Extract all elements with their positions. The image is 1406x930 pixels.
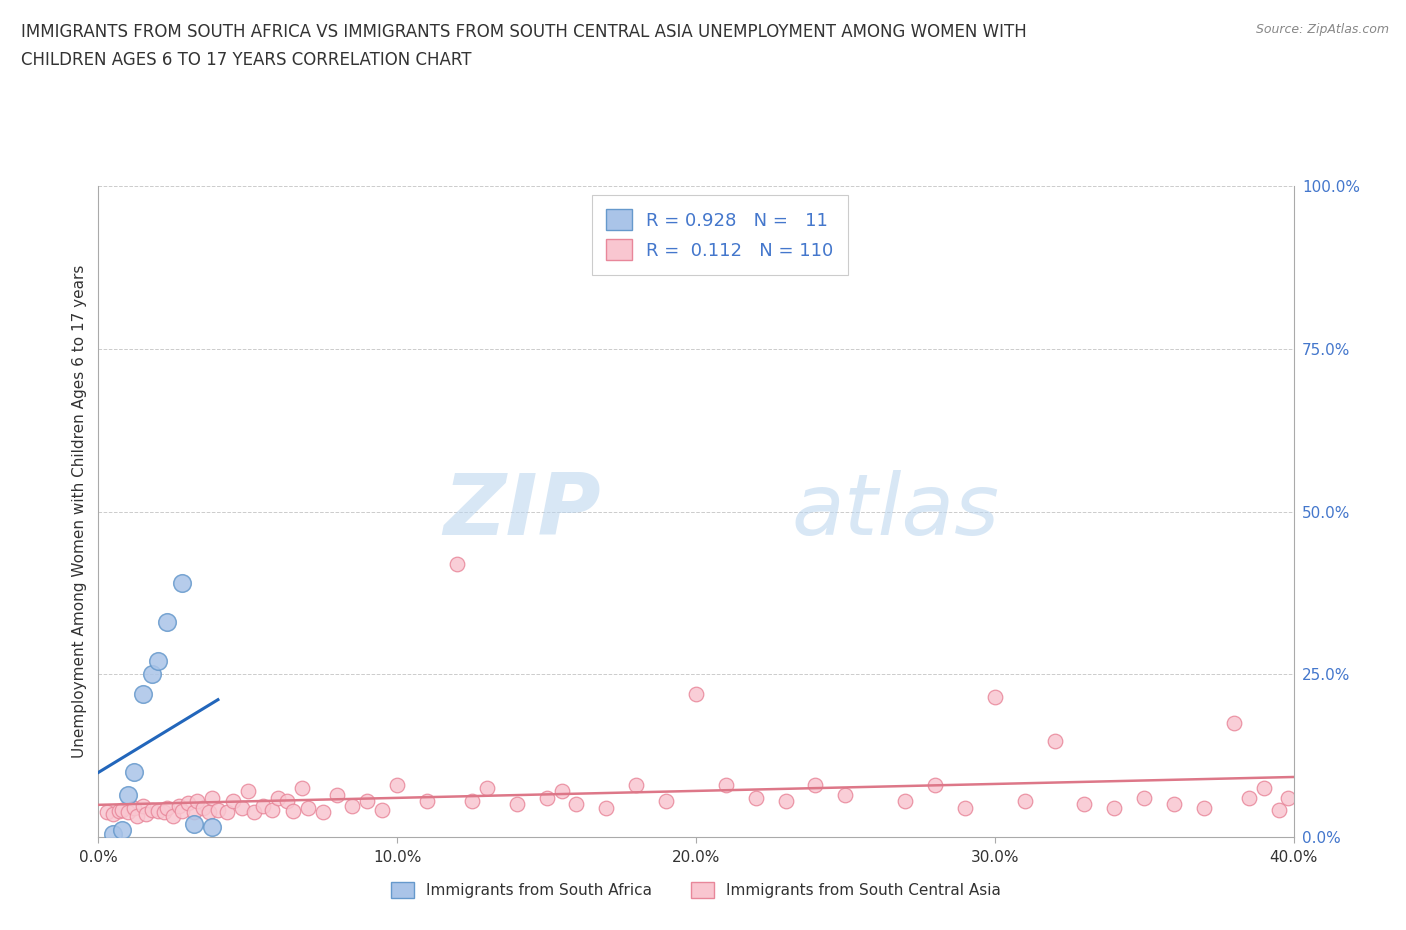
Point bbox=[714, 777, 737, 792]
Point bbox=[108, 804, 131, 818]
Point bbox=[281, 804, 304, 818]
Point bbox=[117, 787, 139, 802]
Point bbox=[141, 667, 163, 682]
Point bbox=[103, 807, 125, 822]
Point bbox=[153, 804, 176, 819]
Point bbox=[267, 790, 290, 805]
Point bbox=[215, 804, 238, 819]
Point bbox=[1043, 733, 1066, 748]
Point bbox=[1223, 716, 1246, 731]
Point bbox=[1073, 797, 1095, 812]
Point bbox=[1014, 794, 1036, 809]
Legend: Immigrants from South Africa, Immigrants from South Central Asia: Immigrants from South Africa, Immigrants… bbox=[385, 876, 1007, 904]
Point bbox=[385, 777, 409, 792]
Point bbox=[111, 803, 134, 817]
Point bbox=[156, 615, 179, 630]
Point bbox=[96, 804, 118, 819]
Point bbox=[252, 798, 274, 813]
Point bbox=[1237, 790, 1260, 805]
Point bbox=[1133, 790, 1156, 805]
Point bbox=[177, 796, 200, 811]
Point bbox=[1277, 790, 1299, 805]
Point bbox=[222, 794, 245, 809]
Point bbox=[626, 777, 648, 792]
Point bbox=[148, 804, 170, 818]
Point bbox=[461, 794, 484, 809]
Point bbox=[111, 823, 134, 838]
Point bbox=[475, 781, 498, 796]
Y-axis label: Unemployment Among Women with Children Ages 6 to 17 years: Unemployment Among Women with Children A… bbox=[72, 265, 87, 758]
Point bbox=[565, 797, 588, 812]
Point bbox=[167, 798, 190, 813]
Text: CHILDREN AGES 6 TO 17 YEARS CORRELATION CHART: CHILDREN AGES 6 TO 17 YEARS CORRELATION … bbox=[21, 51, 471, 69]
Point bbox=[371, 803, 394, 817]
Point bbox=[1104, 800, 1126, 815]
Point bbox=[1163, 797, 1185, 812]
Point bbox=[506, 797, 529, 812]
Point bbox=[207, 803, 229, 817]
Point bbox=[132, 686, 155, 701]
Point bbox=[141, 803, 163, 817]
Point bbox=[260, 803, 283, 817]
Point bbox=[984, 690, 1007, 705]
Point bbox=[924, 777, 946, 792]
Point bbox=[186, 794, 208, 809]
Point bbox=[311, 804, 333, 819]
Point bbox=[550, 784, 572, 799]
Point bbox=[446, 556, 468, 571]
Point bbox=[198, 804, 221, 819]
Text: atlas: atlas bbox=[792, 470, 1000, 553]
Point bbox=[183, 804, 205, 819]
Point bbox=[953, 800, 976, 815]
Point bbox=[103, 827, 125, 842]
Point bbox=[297, 800, 319, 815]
Point bbox=[745, 790, 768, 805]
Text: IMMIGRANTS FROM SOUTH AFRICA VS IMMIGRANTS FROM SOUTH CENTRAL ASIA UNEMPLOYMENT : IMMIGRANTS FROM SOUTH AFRICA VS IMMIGRAN… bbox=[21, 23, 1026, 41]
Point bbox=[132, 798, 155, 813]
Point bbox=[231, 800, 253, 815]
Point bbox=[172, 804, 194, 818]
Point bbox=[804, 777, 827, 792]
Point bbox=[183, 817, 205, 831]
Point bbox=[236, 784, 259, 799]
Point bbox=[655, 794, 678, 809]
Point bbox=[135, 807, 157, 822]
Point bbox=[326, 787, 349, 802]
Point bbox=[342, 798, 364, 813]
Point bbox=[172, 576, 194, 591]
Point bbox=[243, 804, 266, 819]
Point bbox=[1253, 781, 1275, 796]
Point bbox=[156, 800, 179, 815]
Point bbox=[162, 809, 184, 824]
Text: ZIP: ZIP bbox=[443, 470, 600, 553]
Text: Source: ZipAtlas.com: Source: ZipAtlas.com bbox=[1256, 23, 1389, 36]
Point bbox=[148, 654, 170, 669]
Point bbox=[201, 790, 224, 805]
Point bbox=[894, 794, 917, 809]
Point bbox=[124, 800, 146, 815]
Point bbox=[775, 794, 797, 809]
Point bbox=[127, 809, 149, 824]
Point bbox=[416, 794, 439, 809]
Point bbox=[1267, 803, 1289, 817]
Point bbox=[201, 820, 224, 835]
Point bbox=[595, 800, 617, 815]
Point bbox=[191, 800, 214, 815]
Point bbox=[117, 804, 139, 819]
Point bbox=[124, 764, 146, 779]
Point bbox=[291, 781, 314, 796]
Point bbox=[356, 794, 378, 809]
Point bbox=[536, 790, 558, 805]
Point bbox=[685, 686, 707, 701]
Point bbox=[276, 794, 298, 809]
Point bbox=[1192, 800, 1215, 815]
Point bbox=[834, 787, 856, 802]
